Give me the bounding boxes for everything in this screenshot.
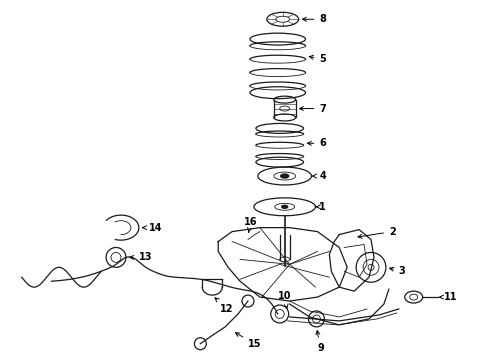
Ellipse shape (281, 174, 289, 178)
Text: 5: 5 (309, 54, 326, 64)
Text: 10: 10 (278, 291, 291, 308)
Text: 4: 4 (313, 171, 326, 181)
Text: 3: 3 (390, 266, 406, 276)
Text: 9: 9 (316, 330, 324, 353)
Text: 11: 11 (440, 292, 457, 302)
Text: 6: 6 (307, 138, 326, 148)
Text: 16: 16 (244, 217, 258, 232)
Text: 8: 8 (302, 14, 326, 24)
Ellipse shape (282, 205, 288, 208)
Text: 1: 1 (317, 202, 326, 212)
Text: 12: 12 (215, 298, 234, 314)
Text: 7: 7 (299, 104, 326, 113)
Text: 14: 14 (143, 222, 162, 233)
Text: 2: 2 (358, 226, 395, 238)
Text: 13: 13 (130, 252, 152, 262)
Text: 15: 15 (236, 333, 262, 349)
